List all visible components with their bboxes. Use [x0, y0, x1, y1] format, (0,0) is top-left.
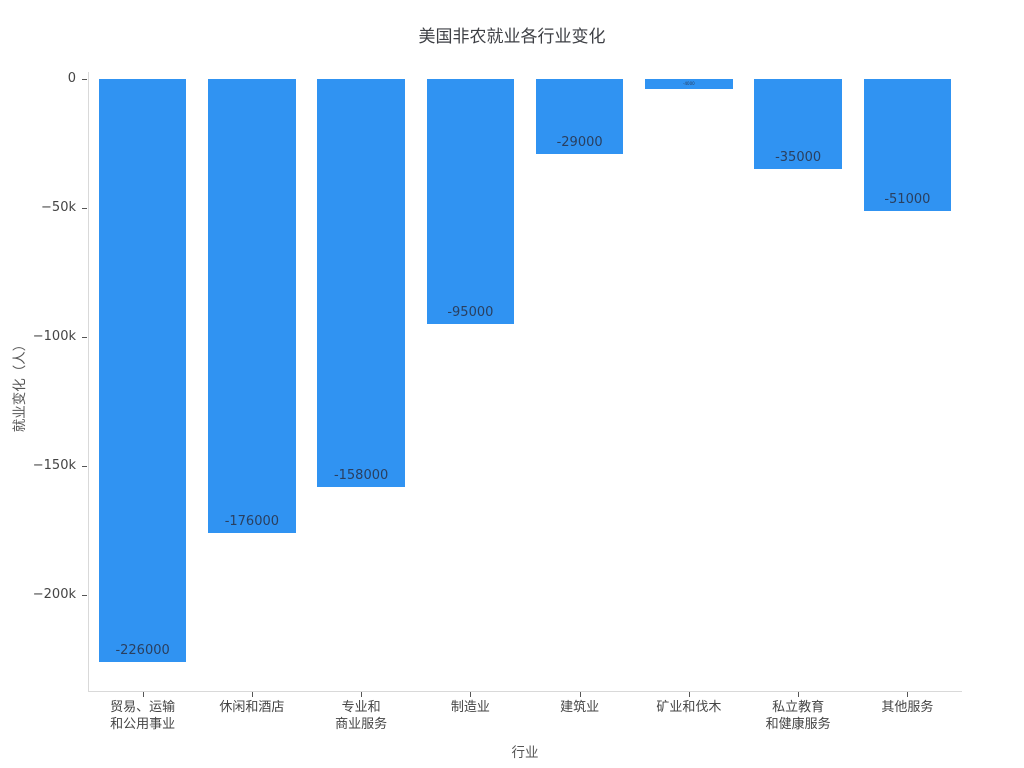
bar-slot: -176000: [197, 79, 306, 691]
x-tick-mark: [251, 692, 253, 697]
bar-value-label: -4000: [683, 81, 695, 87]
chart-title: 美国非农就业各行业变化: [418, 27, 606, 47]
bar[interactable]: -35000: [754, 79, 842, 170]
bar-value-label: -51000: [884, 191, 931, 207]
bar[interactable]: -176000: [208, 79, 296, 534]
bar[interactable]: -51000: [863, 79, 952, 211]
y-tick-mark: [82, 208, 87, 209]
x-tick-mark: [688, 692, 690, 697]
y-tick-mark: [82, 79, 87, 80]
bar-slot: -158000: [307, 79, 416, 691]
y-tick-mark: [82, 337, 87, 338]
category-label: 其他服务: [881, 700, 934, 715]
category-label: 建筑业: [560, 700, 600, 715]
bar-slot: -51000: [853, 79, 962, 691]
bars-layer: -226000 -176000 -158000 -95000 -29000 -4000 -3…: [88, 79, 962, 691]
bar-value-label: -226000: [115, 643, 170, 659]
bar[interactable]: -4000: [645, 79, 733, 90]
bar-slot: -95000: [416, 79, 525, 691]
bar-value-label: -95000: [447, 305, 494, 321]
bar[interactable]: -226000: [98, 79, 187, 663]
y-tick-label: −100k: [32, 329, 76, 344]
bar-slot: -226000: [88, 79, 197, 691]
y-tick-label: −200k: [32, 587, 76, 602]
y-axis-title: 就业变化（人）: [12, 337, 28, 433]
category-label: 专业和 商业服务: [335, 700, 388, 732]
bar-value-label: -176000: [224, 514, 280, 530]
category-label: 制造业: [450, 700, 490, 715]
x-tick-mark: [470, 692, 472, 697]
x-axis-title: 行业: [511, 745, 539, 761]
bar[interactable]: -29000: [535, 79, 624, 154]
category-labels: 贸易、运输 和公用事业 休闲和酒店 专业和 商业服务 制造业 建筑业 矿业和伐木 私立教育 …: [88, 700, 962, 734]
y-tick-mark: [82, 466, 87, 467]
y-axis-line: [88, 72, 89, 691]
category-label: 矿业和伐木: [656, 700, 722, 715]
x-tick-mark: [142, 692, 144, 697]
y-tick-mark: [82, 595, 87, 596]
y-tick-label: −50k: [41, 200, 76, 215]
category-label: 休闲和酒店: [219, 700, 285, 715]
x-ticks: [88, 692, 962, 698]
bar-slot: -4000: [634, 79, 743, 691]
y-tick-label: 0: [67, 71, 76, 86]
bar-value-label: -158000: [333, 467, 389, 483]
y-tick-label: −150k: [32, 458, 76, 473]
x-tick-mark: [798, 692, 800, 697]
category-label: 私立教育 和健康服务: [765, 700, 831, 732]
y-ticks: 0 −50k −100k −150k −200k: [0, 71, 88, 691]
bar-slot: -35000: [744, 79, 853, 691]
bar[interactable]: -158000: [317, 79, 405, 487]
x-tick-mark: [907, 692, 909, 697]
bar[interactable]: -95000: [426, 79, 515, 325]
x-tick-mark: [361, 692, 363, 697]
bar-value-label: -35000: [775, 150, 822, 166]
bar-value-label: -29000: [556, 134, 603, 150]
x-tick-mark: [579, 692, 581, 697]
bar-slot: -29000: [525, 79, 634, 691]
x-axis-line: [88, 691, 962, 692]
category-label: 贸易、运输 和公用事业: [110, 700, 176, 732]
